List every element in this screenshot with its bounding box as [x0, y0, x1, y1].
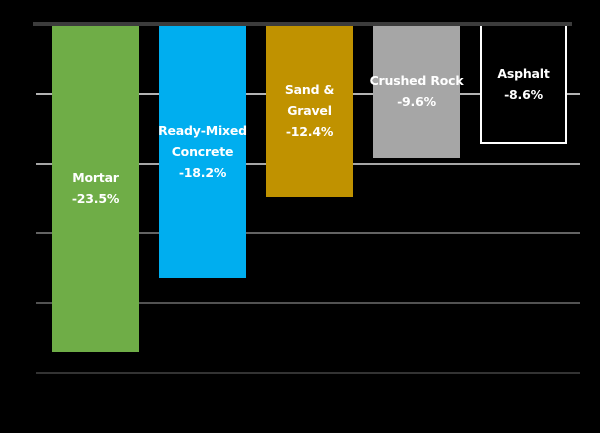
bar-name-label: Asphalt	[497, 66, 550, 81]
bar-name-label: Crushed Rock	[369, 73, 464, 88]
bar-value-label: -12.4%	[285, 124, 334, 139]
bar-name-label: Gravel	[287, 103, 332, 118]
bar-crushed-rock: Crushed Rock -9.6%	[370, 24, 464, 158]
bar-value-label: -18.2%	[178, 164, 227, 180]
bar-name-label: Mortar	[72, 170, 119, 185]
gridline--25pct	[36, 372, 580, 374]
bar-ready-mixed-concrete: Ready-Mixed Concrete -18.2%	[158, 24, 247, 278]
zero-axis-line	[33, 22, 572, 26]
bar-asphalt: Asphalt -8.6%	[480, 24, 567, 144]
bar-name-label: Concrete	[171, 143, 234, 159]
bar-value-label: -23.5%	[71, 191, 120, 206]
gridline--15pct	[36, 232, 580, 235]
gridline--20pct	[36, 302, 580, 305]
bar-sand-gravel: Sand & Gravel -12.4%	[266, 24, 353, 197]
bar-name-label: Sand &	[284, 82, 335, 97]
bar-value-label: -9.6%	[397, 94, 436, 109]
bar-mortar: Mortar -23.5%	[52, 24, 139, 352]
bar-name-label: Ready-Mixed	[158, 122, 247, 138]
bar-value-label: -8.6%	[504, 87, 543, 102]
